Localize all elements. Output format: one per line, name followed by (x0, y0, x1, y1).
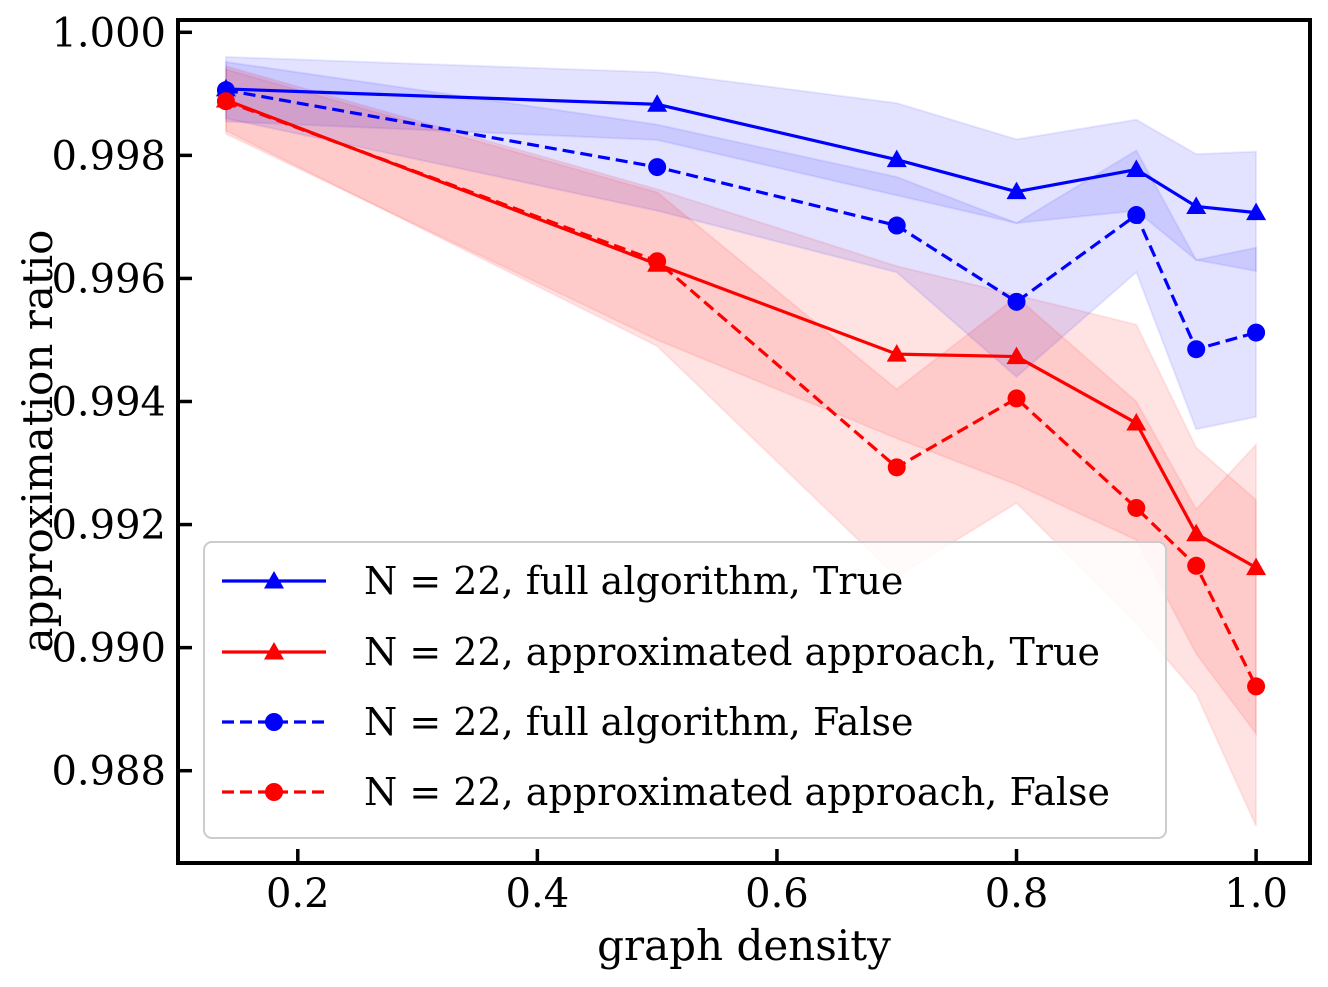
series-4-point-6 (1187, 556, 1206, 575)
series-4-point-1 (216, 92, 235, 111)
confidence-bands (224, 55, 1258, 827)
series-3-point-6 (1187, 340, 1206, 359)
series-3-point-2 (648, 158, 667, 177)
series-2-point-5 (1126, 413, 1147, 431)
series-markers (215, 78, 1267, 696)
legend-box (203, 541, 1167, 839)
series-4-point-5 (1127, 498, 1146, 517)
series-3-point-3 (887, 216, 906, 235)
series-2-point-4 (1006, 346, 1027, 365)
y-tick-label-7: 1.000 (51, 10, 166, 56)
series-3-point-7 (1247, 323, 1266, 342)
plot-frame (176, 18, 1312, 865)
y-tick-label-6: 0.998 (51, 133, 166, 179)
legend-marker-4 (265, 783, 283, 801)
series-4-point-4 (1007, 389, 1026, 408)
x-tick-label-1: 0.2 (266, 871, 330, 917)
x-tick-label-5: 1.0 (1224, 871, 1288, 917)
y-tick-label-5: 0.996 (51, 256, 166, 302)
series-2-point-3 (886, 344, 907, 362)
y-tick-label-4: 0.994 (51, 380, 166, 426)
series-1-point-4 (1006, 181, 1027, 200)
series-3-point-5 (1127, 206, 1146, 225)
series-2-point-7 (1246, 557, 1267, 576)
series-2-point-6 (1186, 523, 1207, 542)
legend-label-2: N = 22, approximated approach, True (364, 630, 1100, 674)
legend-label-4: N = 22, approximated approach, False (364, 770, 1110, 814)
series-4-point-2 (648, 252, 667, 271)
series-4-band (224, 67, 1258, 827)
x-tick-label-2: 0.4 (506, 871, 570, 917)
legend-label-1: N = 22, full algorithm, True (364, 559, 903, 603)
legend-marker-3 (265, 713, 283, 731)
series-1-point-3 (886, 149, 907, 168)
series-1-point-5 (1126, 159, 1147, 178)
legend-marker-1 (264, 571, 284, 589)
series-1-band (224, 55, 1258, 273)
legend-label-3: N = 22, full algorithm, False (364, 700, 914, 744)
series-3-point-4 (1007, 292, 1026, 311)
legend-marker-2 (264, 642, 284, 660)
legend: N = 22, full algorithm, True N = 22, appr… (203, 541, 1167, 839)
series-4-point-7 (1247, 677, 1266, 696)
x-axis-label: graph density (597, 921, 891, 970)
x-tick-label-4: 0.8 (985, 871, 1049, 917)
y-tick-label-1: 0.988 (51, 749, 166, 795)
series-3-band (224, 60, 1258, 431)
series-1-point-2 (647, 94, 668, 112)
series-1-point-6 (1186, 196, 1207, 214)
x-tick-label-3: 0.6 (745, 871, 809, 917)
series-1-point-7 (1246, 202, 1267, 221)
series-2-band (224, 64, 1258, 737)
y-tick-label-2: 0.990 (51, 626, 166, 672)
y-axis-label: approximation ratio (13, 230, 62, 653)
x-axis-ticks: 0.2 0.4 0.6 0.8 1.0 (266, 849, 1288, 917)
y-tick-label-3: 0.992 (51, 503, 166, 549)
series-4-point-3 (887, 458, 906, 477)
y-axis-ticks: 0.988 0.990 0.992 0.994 0.996 0.998 1.000 (51, 10, 192, 795)
